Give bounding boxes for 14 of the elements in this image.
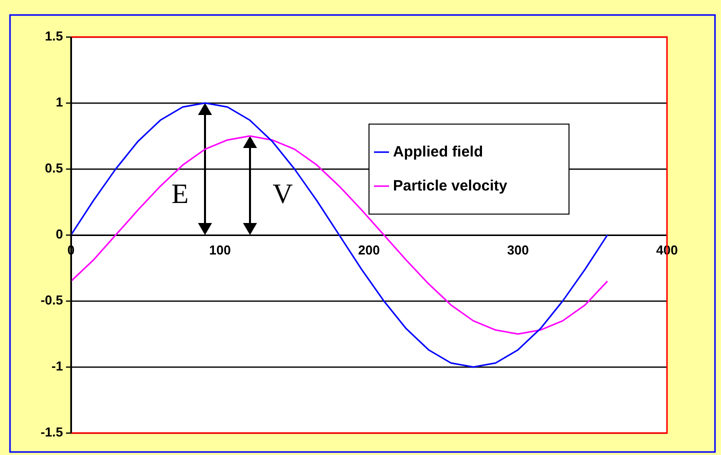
y-tick-label: -1	[51, 358, 63, 374]
x-tick-label: 300	[507, 242, 529, 258]
annotation: V	[272, 179, 293, 210]
y-tick-label: -0.5	[40, 292, 63, 308]
y-tick-label: 1	[56, 94, 63, 110]
y-tick-label: 1.5	[44, 28, 63, 44]
legend-label: Applied field	[393, 143, 483, 160]
x-tick-label: 200	[358, 242, 380, 258]
legend-label: Particle velocity	[393, 177, 508, 194]
y-tick-label: -1.5	[40, 424, 63, 440]
y-tick-label: 0	[56, 226, 63, 242]
y-tick-label: 0.5	[44, 160, 63, 176]
x-tick-label: 100	[209, 242, 231, 258]
annotation: E	[172, 179, 189, 210]
